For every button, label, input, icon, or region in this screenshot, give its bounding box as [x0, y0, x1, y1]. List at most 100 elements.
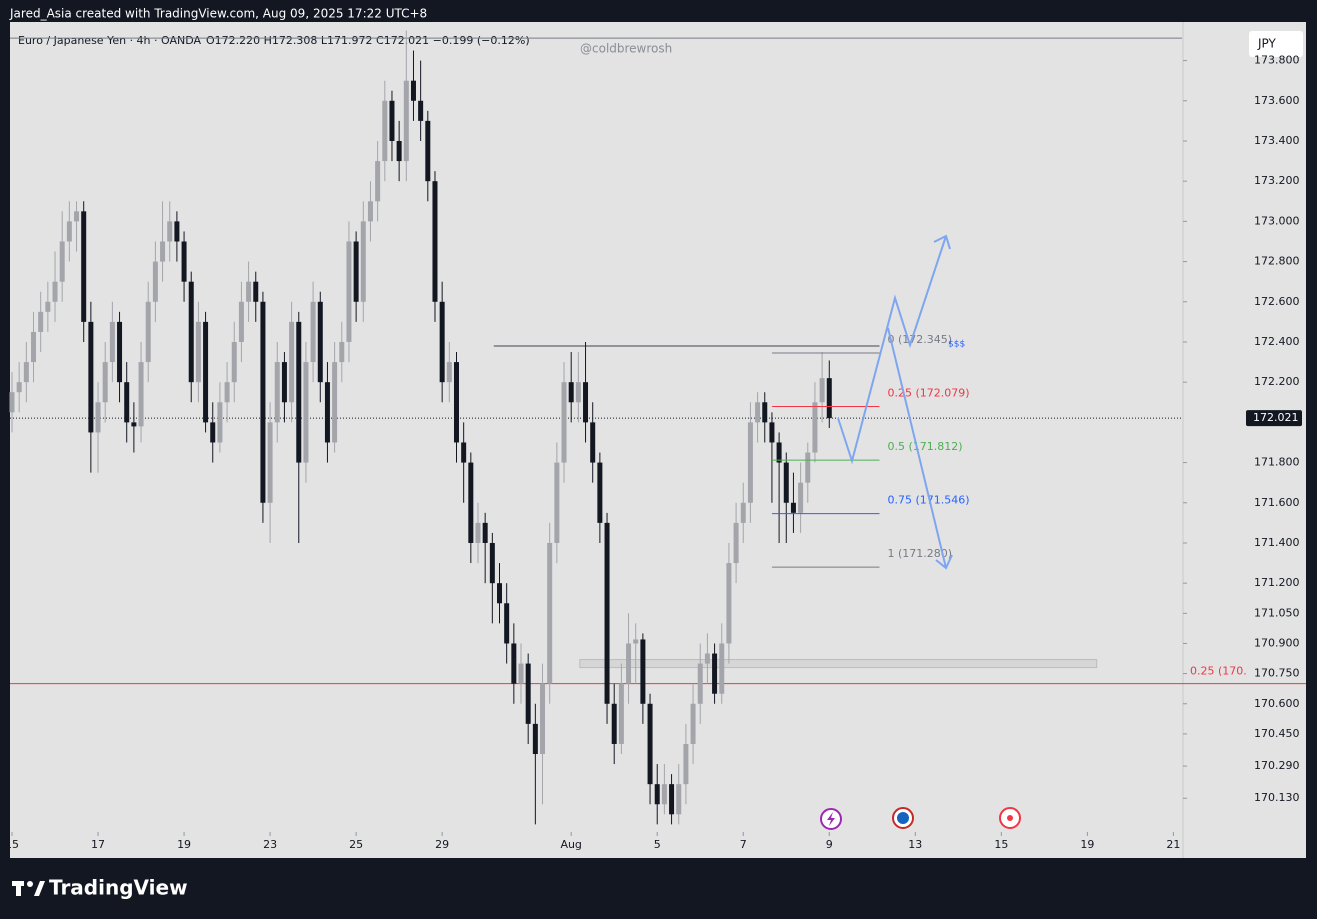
candle-body	[647, 703, 653, 785]
y-tick-label: 173.000	[1254, 214, 1300, 227]
candle-body	[618, 683, 624, 744]
x-tick-label: 15	[994, 838, 1008, 851]
candle-body	[45, 301, 51, 312]
candle-body	[790, 502, 796, 513]
currency[interactable]: JPY	[1257, 37, 1277, 51]
last-price-label: 172.021	[1253, 411, 1299, 424]
alert-glyph	[827, 812, 835, 826]
candle-body	[281, 362, 287, 403]
candle-body	[489, 542, 495, 584]
y-tick-label: 170.600	[1254, 697, 1300, 710]
arrow-up	[837, 235, 947, 465]
candle-body	[762, 402, 768, 423]
symbol: Euro / Japanese Yen · 4h · OANDA	[18, 34, 202, 47]
y-tick-label: 172.800	[1254, 255, 1300, 268]
candle-body	[367, 201, 373, 222]
watermark: @coldbrewrosh	[580, 42, 672, 56]
fib-label: 0.25 (172.079)	[887, 386, 969, 399]
event-glyph	[1007, 815, 1013, 821]
candle-body	[446, 362, 452, 383]
candle-body	[547, 542, 553, 684]
candle-body	[690, 703, 696, 744]
candle-body	[117, 321, 123, 383]
candle-body	[554, 462, 560, 543]
candle-body	[38, 311, 44, 332]
candle-body	[109, 321, 115, 363]
candle-body	[310, 301, 316, 363]
candle-body	[195, 321, 201, 383]
x-tick-label: 23	[263, 838, 277, 851]
candle-body	[740, 502, 746, 523]
candle-body	[518, 663, 524, 684]
candle-body	[95, 402, 101, 433]
candle-body	[238, 301, 244, 342]
fib-label: 0 (172.345)	[887, 333, 952, 346]
candle-body	[475, 522, 481, 543]
candle-body	[81, 211, 87, 322]
candle-body	[805, 452, 811, 483]
candle-body	[88, 321, 94, 433]
candle-body	[425, 120, 431, 182]
y-tick-label: 171.050	[1254, 606, 1300, 619]
candle-body	[626, 643, 632, 684]
candle-body	[683, 743, 689, 785]
currency-box[interactable]	[1249, 31, 1303, 57]
y-tick-label: 173.200	[1254, 174, 1300, 187]
y-tick-label: 172.600	[1254, 295, 1300, 308]
candle-body	[124, 382, 130, 423]
candle-body	[654, 784, 660, 805]
candle-body	[152, 261, 158, 302]
candle-body	[525, 663, 531, 724]
candle-body	[353, 241, 359, 302]
candle-body	[138, 362, 144, 427]
x-tick-label: 21	[1166, 838, 1180, 851]
candle-body	[439, 301, 445, 383]
candle-body	[755, 402, 761, 423]
y-tick-label: 171.400	[1254, 536, 1300, 549]
brand: TradingView	[49, 876, 188, 900]
quote: O172.220 H172.308 L171.972 C172.021 −0.1…	[206, 34, 530, 47]
candle-body	[453, 362, 459, 443]
candle-body	[396, 140, 402, 162]
candle-body	[332, 362, 338, 443]
candle-body	[812, 402, 818, 453]
candle-body	[561, 382, 567, 463]
candle-body	[382, 100, 388, 162]
arrow-head	[933, 234, 951, 250]
candle-body	[776, 442, 782, 463]
y-tick-label: 172.200	[1254, 375, 1300, 388]
candle-body	[798, 482, 804, 513]
candle-body	[389, 100, 395, 141]
x-tick-label: Aug	[560, 838, 581, 851]
y-tick-label: 173.600	[1254, 94, 1300, 107]
projection-arrows	[837, 234, 953, 570]
logo-mark	[34, 881, 45, 896]
candle-body	[59, 241, 65, 282]
candle-body	[289, 321, 295, 403]
candle-body	[74, 211, 80, 222]
y-tick-label: 171.800	[1254, 456, 1300, 469]
plot: 173.800 173.600 173.400 173.200 173.000 172.8…	[5, 30, 1306, 851]
y-tick-label: 170.290	[1254, 759, 1300, 772]
candle-body	[102, 362, 108, 403]
candle-body	[669, 784, 675, 815]
candle-body	[375, 161, 381, 202]
y-tick-label: 170.750	[1254, 667, 1300, 680]
candle-body	[418, 100, 424, 121]
candle-body	[712, 653, 718, 694]
candle-body	[403, 80, 409, 162]
fib-label: 0.5 (171.812)	[887, 440, 962, 453]
candle-body	[66, 221, 72, 242]
candle-body	[819, 378, 825, 403]
candle-body	[16, 382, 22, 393]
candle-body	[769, 422, 775, 443]
candle-body	[826, 378, 832, 419]
candle-body	[188, 281, 194, 383]
x-tick-label: 29	[435, 838, 449, 851]
candle-body	[719, 643, 725, 694]
x-tick-label: 9	[826, 838, 833, 851]
candle-body	[52, 281, 58, 302]
candle-body	[482, 522, 488, 543]
x-tick-label: 13	[908, 838, 922, 851]
